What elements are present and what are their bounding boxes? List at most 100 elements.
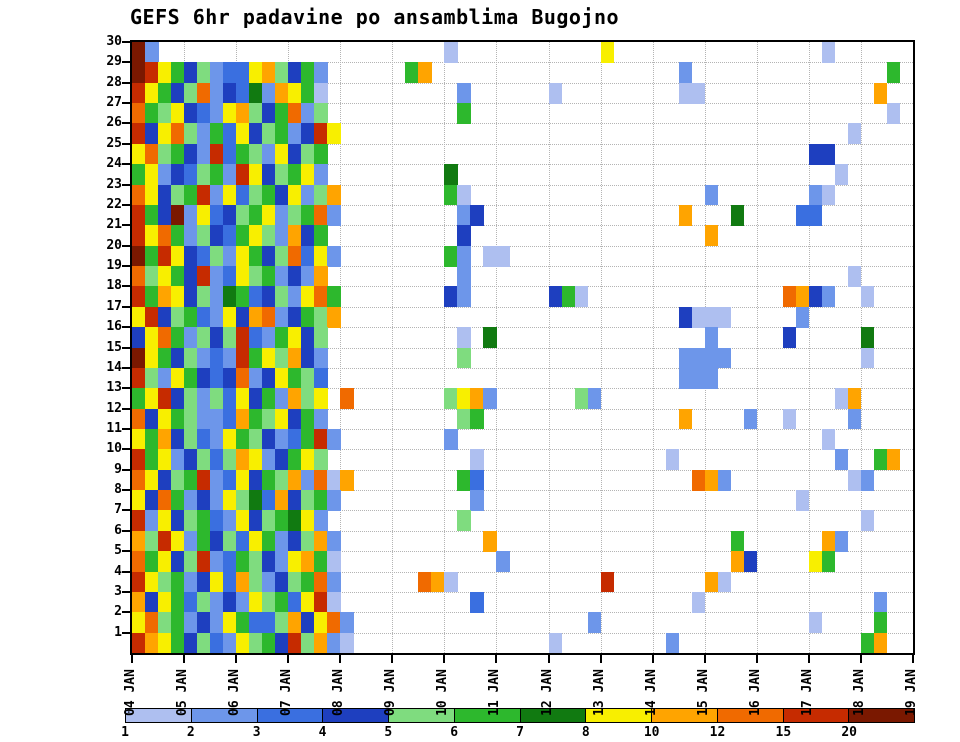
- gridline-horizontal: [132, 428, 913, 430]
- heatmap-cell: [301, 428, 315, 450]
- heatmap-cell: [288, 347, 302, 369]
- heatmap-cell: [158, 469, 172, 491]
- heatmap-cell: [145, 204, 159, 226]
- heatmap-cell: [223, 266, 237, 287]
- x-tick: [391, 655, 394, 663]
- heatmap-cell: [249, 103, 263, 124]
- x-tick: [235, 655, 238, 663]
- y-tick: [122, 61, 130, 64]
- heatmap-cell: [691, 306, 706, 328]
- heatmap-cell: [184, 286, 198, 308]
- heatmap-cell: [301, 388, 315, 410]
- heatmap-cell: [743, 408, 758, 430]
- heatmap-cell: [184, 367, 198, 389]
- y-tick-label: 4: [114, 563, 122, 579]
- heatmap-cell: [301, 490, 315, 511]
- heatmap-cell: [223, 123, 237, 145]
- heatmap-cell: [236, 571, 250, 593]
- heatmap-cell: [158, 571, 172, 593]
- heatmap-cell: [457, 184, 471, 206]
- heatmap-cell: [444, 286, 458, 308]
- heatmap-cell: [691, 82, 706, 104]
- heatmap-cell: [886, 449, 901, 471]
- heatmap-cell: [184, 612, 198, 634]
- heatmap-cell: [223, 408, 237, 430]
- y-tick: [122, 468, 130, 471]
- y-tick: [122, 570, 130, 573]
- y-tick: [122, 122, 130, 125]
- heatmap-cell: [821, 286, 836, 308]
- heatmap-cell: [132, 408, 146, 430]
- heatmap-cell: [184, 204, 198, 226]
- heatmap-cell: [678, 204, 693, 226]
- y-tick-label: 25: [106, 135, 122, 151]
- heatmap-cell: [743, 551, 758, 573]
- y-tick-label: 15: [106, 339, 122, 355]
- y-tick: [122, 183, 130, 186]
- heatmap-cell: [197, 143, 211, 165]
- heatmap-cell: [171, 367, 185, 389]
- heatmap-cell: [678, 367, 693, 389]
- heatmap-cell: [158, 327, 172, 348]
- heatmap-cell: [249, 388, 263, 410]
- heatmap-cell: [808, 184, 823, 206]
- heatmap-cell: [288, 286, 302, 308]
- heatmap-cell: [223, 184, 237, 206]
- heatmap-cell: [158, 286, 172, 308]
- y-tick: [122, 631, 130, 634]
- heatmap-cell: [288, 591, 302, 613]
- heatmap-cell: [132, 551, 146, 573]
- heatmap-cell: [678, 82, 693, 104]
- heatmap-cell: [262, 225, 276, 247]
- y-tick: [122, 244, 130, 247]
- colorbar-segment: [848, 709, 914, 722]
- heatmap-cell: [288, 551, 302, 573]
- heatmap-cell: [223, 164, 237, 186]
- heatmap-cell: [275, 530, 289, 552]
- heatmap-cell: [236, 164, 250, 186]
- y-tick-label: 16: [106, 319, 122, 335]
- heatmap-cell: [132, 490, 146, 511]
- heatmap-cell: [197, 82, 211, 104]
- heatmap-cell: [262, 571, 276, 593]
- colorbar-tick-label: 10: [643, 725, 660, 740]
- x-tick-label: 17 JAN: [799, 669, 815, 716]
- heatmap-cell: [249, 347, 263, 369]
- heatmap-cell: [314, 388, 328, 410]
- x-tick-label: 07 JAN: [279, 669, 295, 716]
- heatmap-cell: [418, 62, 432, 84]
- heatmap-cell: [223, 286, 237, 308]
- heatmap-cell: [275, 367, 289, 389]
- heatmap-cell: [457, 510, 471, 532]
- heatmap-cell: [301, 408, 315, 430]
- heatmap-cell: [288, 164, 302, 186]
- heatmap-cell: [249, 62, 263, 84]
- heatmap-cell: [171, 388, 185, 410]
- heatmap-cell: [158, 591, 172, 613]
- heatmap-cell: [301, 62, 315, 84]
- heatmap-cell: [275, 388, 289, 410]
- heatmap-cell: [730, 530, 745, 552]
- heatmap-cell: [314, 103, 328, 124]
- heatmap-cell: [184, 449, 198, 471]
- heatmap-cell: [145, 408, 159, 430]
- heatmap-cell: [301, 225, 315, 247]
- heatmap-cell: [301, 204, 315, 226]
- heatmap-cell: [223, 367, 237, 389]
- heatmap-cell: [301, 266, 315, 287]
- plot-grid: [132, 42, 913, 654]
- heatmap-cell: [873, 449, 888, 471]
- heatmap-cell: [223, 530, 237, 552]
- heatmap-cell: [314, 571, 328, 593]
- heatmap-cell: [145, 82, 159, 104]
- heatmap-cell: [314, 62, 328, 84]
- heatmap-cell: [236, 123, 250, 145]
- heatmap-cell: [171, 204, 185, 226]
- heatmap-cell: [860, 327, 875, 348]
- heatmap-cell: [223, 327, 237, 348]
- heatmap-cell: [262, 347, 276, 369]
- heatmap-cell: [223, 449, 237, 471]
- heatmap-cell: [457, 225, 471, 247]
- heatmap-cell: [782, 327, 797, 348]
- y-tick-label: 7: [114, 502, 122, 518]
